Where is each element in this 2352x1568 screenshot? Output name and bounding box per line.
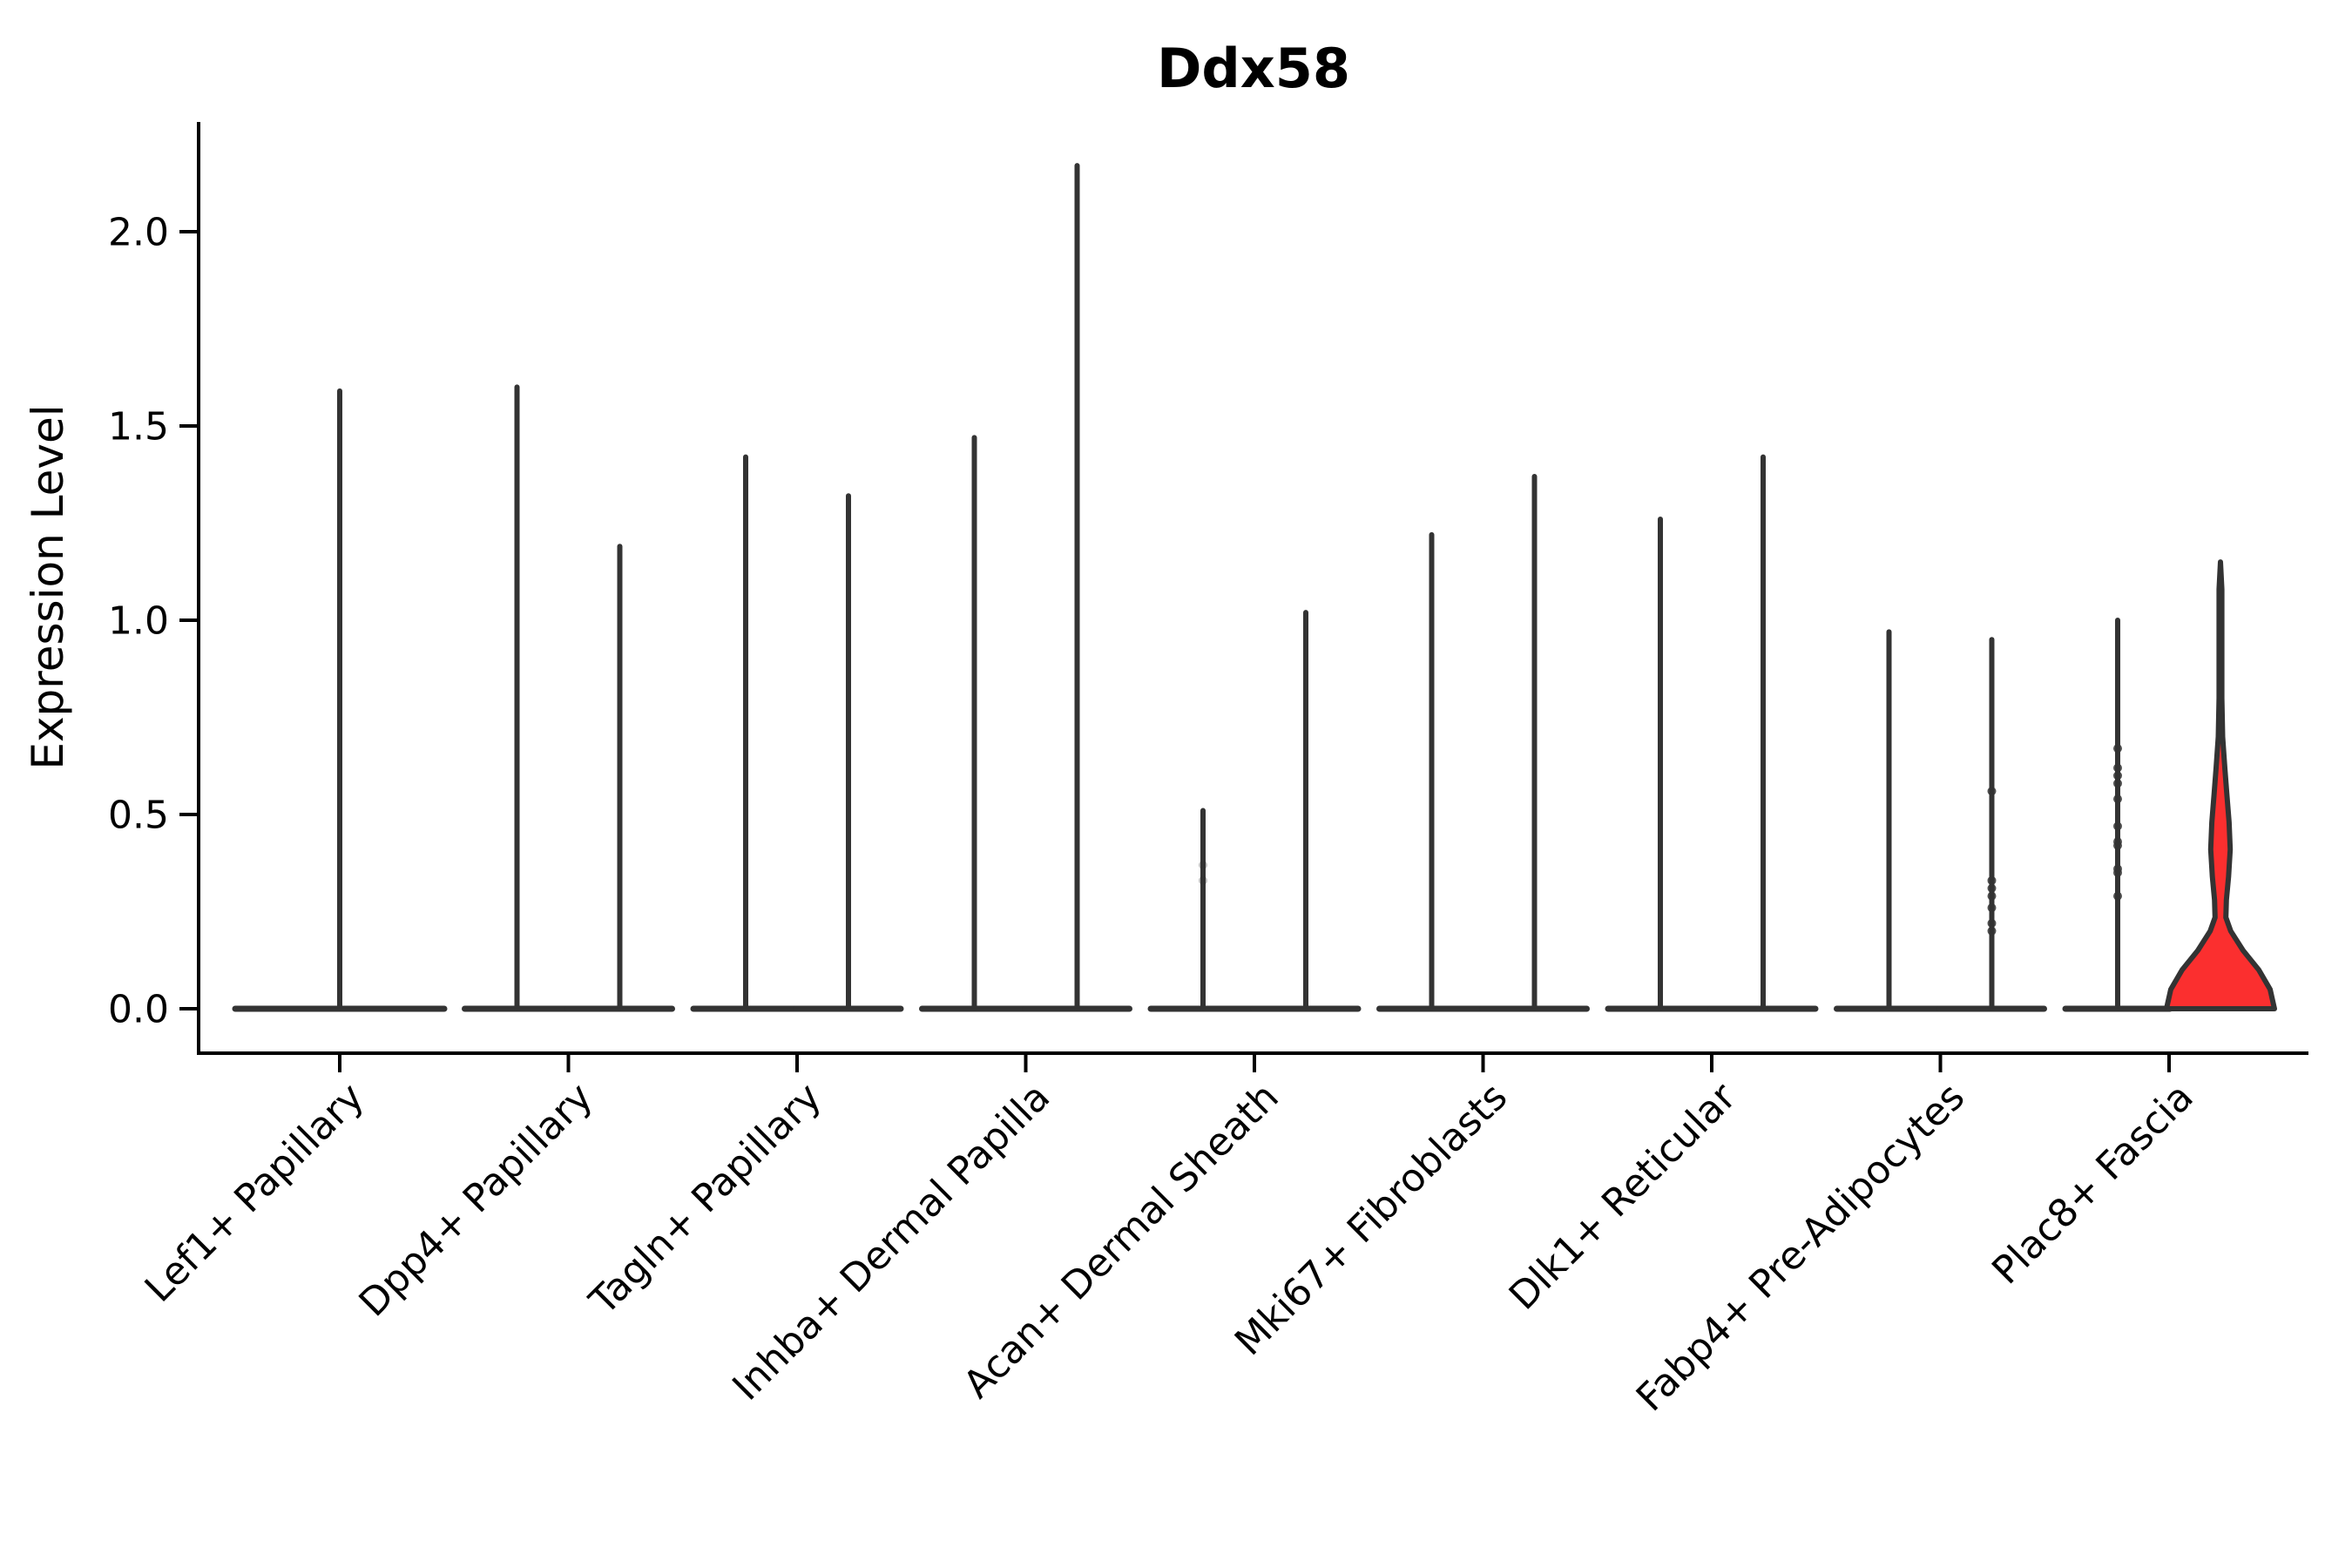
jitter-point xyxy=(1987,787,1997,796)
jitter-point xyxy=(2113,794,2122,804)
jitter-point xyxy=(1987,903,1997,913)
y-tick-label: 0.0 xyxy=(108,987,169,1031)
y-tick-label: 0.5 xyxy=(108,793,169,837)
jitter-point xyxy=(1987,883,1997,893)
violin-group xyxy=(1147,610,1362,1012)
violin-group xyxy=(919,163,1132,1012)
y-axis-label: Expression Level xyxy=(23,404,73,769)
x-tick-label: Plac8+ Fascia xyxy=(1984,1075,2202,1294)
jitter-point xyxy=(2113,771,2122,781)
jitter-point xyxy=(1987,926,1997,936)
jitter-point xyxy=(2113,891,2122,901)
violin-layer xyxy=(232,163,2277,1012)
violin-group xyxy=(232,388,448,1012)
x-tick-label: Lef1+ Papillary xyxy=(137,1075,373,1311)
violin-group xyxy=(1605,454,1819,1012)
jitter-point xyxy=(1987,891,1997,901)
violin-group xyxy=(462,384,675,1012)
x-ticks xyxy=(338,1053,2171,1072)
y-tick-label: 2.0 xyxy=(108,210,169,254)
violin-group xyxy=(2062,559,2277,1012)
jitter-point xyxy=(2113,841,2122,850)
jitter-point xyxy=(1199,875,1207,885)
x-tick-label: Dlk1+ Reticular xyxy=(1501,1074,1746,1319)
y-tick-label: 1.0 xyxy=(108,598,169,643)
y-tick-labels: 2.0 1.5 1.0 0.5 0.0 xyxy=(108,210,169,1031)
x-tick-label: Tagln+ Papillary xyxy=(581,1075,830,1324)
y-tick-label: 1.5 xyxy=(108,404,169,449)
violin-group xyxy=(1376,473,1590,1012)
jitter-point xyxy=(2113,821,2122,831)
jitter-point xyxy=(2113,868,2122,877)
violin-group xyxy=(690,454,904,1012)
jitter-point xyxy=(1199,860,1207,869)
jitter-point xyxy=(1987,875,1997,885)
x-tick-label: Dpp4+ Papillary xyxy=(351,1075,602,1326)
jitter-point xyxy=(2113,779,2122,788)
jitter-point xyxy=(2113,744,2122,754)
jitter-point xyxy=(1987,918,1997,928)
violin-body-highlight xyxy=(2164,559,2277,1011)
chart-title: Ddx58 xyxy=(1157,37,1350,100)
y-ticks xyxy=(179,230,199,1010)
violin-group xyxy=(1834,629,2047,1012)
jitter-point xyxy=(2113,763,2122,773)
x-tick-labels: Lef1+ Papillary Dpp4+ Papillary Tagln+ P… xyxy=(137,1074,2202,1420)
